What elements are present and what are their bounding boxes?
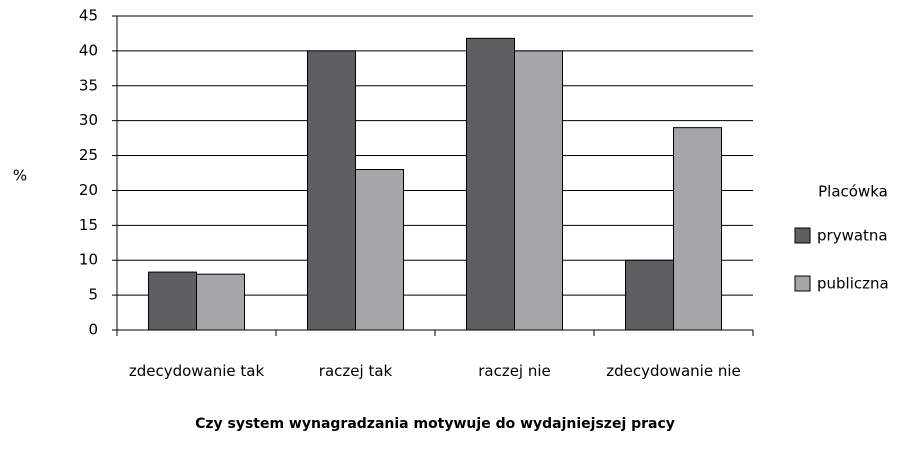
- bar: [673, 127, 722, 331]
- bar: [514, 50, 563, 331]
- y-tick-label: 25: [79, 146, 98, 164]
- legend-swatch: [794, 275, 811, 292]
- x-tick-label: raczej tak: [318, 362, 393, 380]
- bar: [196, 273, 245, 331]
- y-tick-label: 10: [79, 251, 98, 269]
- x-tick-label: raczej nie: [478, 362, 551, 380]
- y-tick-label: 45: [79, 7, 98, 25]
- y-axis-label: %: [13, 167, 27, 185]
- y-tick-label: 15: [79, 216, 98, 234]
- legend-swatch: [794, 227, 811, 244]
- bar: [148, 271, 197, 331]
- bar: [625, 259, 674, 331]
- legend-label: prywatna: [817, 227, 888, 245]
- legend-label: publiczna: [817, 275, 889, 293]
- x-tick-label: zdecydowanie nie: [606, 362, 741, 380]
- bar: [307, 50, 356, 331]
- x-axis-label: Czy system wynagradzania motywuje do wyd…: [195, 416, 675, 432]
- y-tick-label: 40: [79, 41, 98, 59]
- y-tick-label: 35: [79, 76, 98, 94]
- y-tick-label: 5: [88, 286, 98, 304]
- legend-title: Placówka: [818, 183, 888, 201]
- y-tick-label: 0: [88, 321, 98, 339]
- bar: [466, 37, 515, 331]
- x-tick-label: zdecydowanie tak: [128, 362, 265, 380]
- bar: [355, 169, 404, 331]
- y-tick-label: 30: [79, 111, 98, 129]
- y-tick-label: 20: [79, 181, 98, 199]
